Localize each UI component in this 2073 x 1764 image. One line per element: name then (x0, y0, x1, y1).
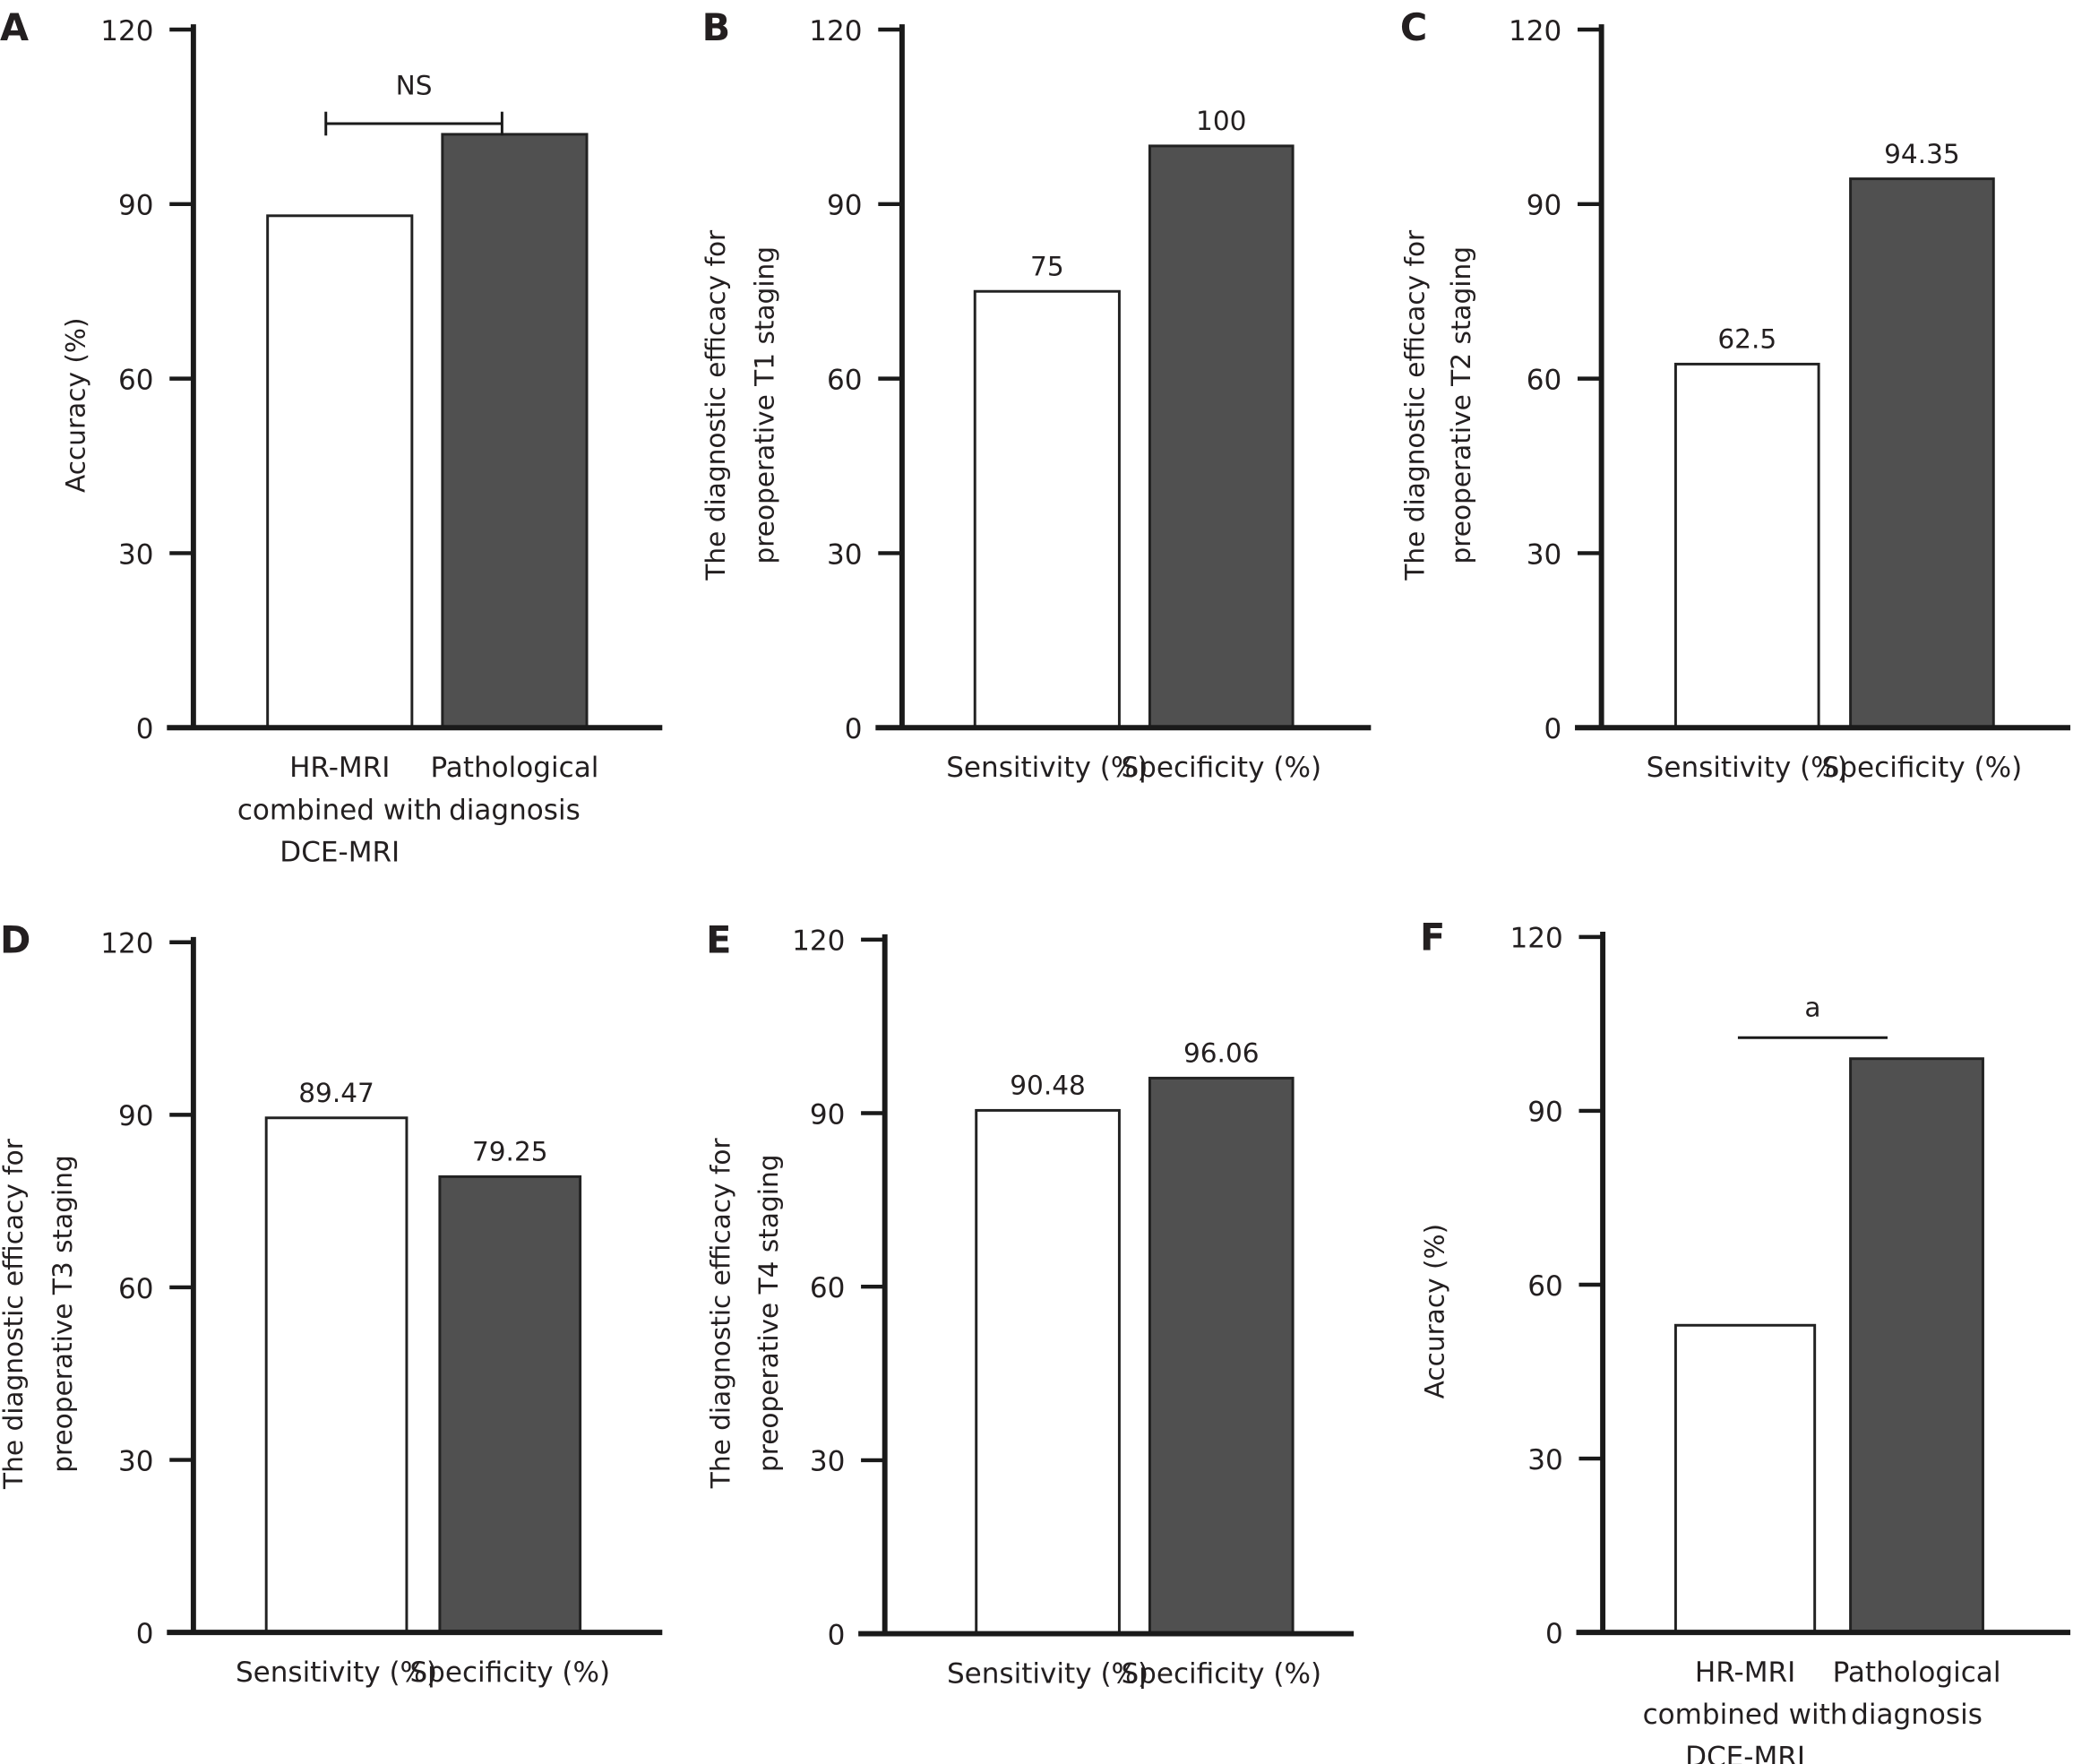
bar (1148, 144, 1295, 729)
y-tick-label: 0 (136, 1618, 154, 1650)
x-tick-label: Sensitivity (%) (947, 1657, 1148, 1690)
data-label: 100 (1196, 106, 1246, 136)
x-tick-label: combined with (1643, 1699, 1848, 1731)
x-tick-label: Specificity (%) (1121, 752, 1321, 784)
significance-label: a (1804, 993, 1820, 1023)
y-tick-label: 60 (1527, 364, 1562, 396)
x-tick-label: Pathological (1833, 1656, 2001, 1689)
y-axis-label: Accuracy (%) (1420, 1224, 1450, 1399)
panel-e: E 90.48 Sensitivity (%) 96.06 Specificity (%… (706, 919, 1355, 1690)
panel-label: A (0, 6, 29, 49)
bar (266, 214, 414, 729)
y-tick-label: 120 (809, 15, 862, 47)
y-axis-label: The diagnostic efficacy for (1399, 229, 1430, 581)
x-tick-label: Sensitivity (%) (236, 1656, 437, 1689)
y-axis-label: Accuracy (%) (61, 317, 91, 493)
bar (1849, 1057, 1984, 1634)
panel-d: D 89.47 Sensitivity (%) 79.25 Specificity (%… (0, 919, 663, 1689)
y-axis-label: The diagnostic efficacy for (701, 229, 731, 581)
y-tick-label: 60 (1527, 1270, 1563, 1303)
bar (1673, 362, 1820, 729)
panel-b: B 75 Sensitivity (%) 100 Specificity (%) 0 30 6… (701, 6, 1372, 784)
y-axis-label: preoperative T3 staging (47, 1155, 78, 1473)
data-label: 79.25 (472, 1137, 548, 1167)
panel-label: F (1420, 916, 1445, 959)
panel-a: A HR-MRI combined with DCE-MRI Pathological d… (0, 6, 663, 869)
x-tick-label: Sensitivity (%) (1647, 752, 1848, 784)
y-axis-label: preoperative T2 staging (1446, 246, 1476, 564)
y-tick-label: 120 (100, 928, 153, 960)
bar (973, 289, 1121, 729)
y-tick-label: 30 (118, 538, 154, 571)
bar (264, 1116, 409, 1634)
data-label: 96.06 (1183, 1038, 1260, 1069)
x-tick-label: combined with (237, 794, 443, 826)
y-tick-label: 0 (1544, 713, 1561, 745)
panel-c: C 62.5 Sensitivity (%) 94.35 Specificity (%)… (1399, 6, 2071, 784)
bar (441, 133, 589, 729)
y-tick-label: 90 (827, 190, 863, 222)
y-tick-label: 60 (827, 364, 863, 396)
x-tick-label: Sensitivity (%) (946, 752, 1148, 784)
y-tick-label: 30 (827, 538, 863, 571)
y-tick-label: 120 (1510, 923, 1562, 955)
y-tick-label: 0 (828, 1619, 846, 1651)
y-axis-label: The diagnostic efficacy for (706, 1138, 736, 1490)
y-tick-label: 120 (792, 925, 845, 958)
y-tick-label: 30 (1527, 538, 1562, 571)
bar (438, 1175, 582, 1634)
panel-label: E (706, 919, 731, 962)
y-tick-label: 30 (118, 1445, 154, 1477)
x-tick-label: DCE-MRI (280, 837, 400, 869)
y-tick-label: 120 (1509, 15, 1561, 47)
y-tick-label: 30 (1527, 1444, 1563, 1476)
x-tick-label: diagnosis (1851, 1699, 1983, 1731)
y-tick-label: 60 (118, 1273, 154, 1305)
x-tick-label: HR-MRI (289, 752, 390, 784)
bar (975, 1108, 1121, 1636)
bar (1148, 1076, 1295, 1636)
significance-label: NS (396, 70, 433, 100)
panel-label: C (1400, 6, 1427, 49)
y-tick-label: 90 (118, 1100, 154, 1132)
y-tick-label: 90 (118, 190, 154, 222)
data-label: 90.48 (1010, 1071, 1086, 1101)
panel-f: F HR-MRI combined with DCE-MRI Pathological d… (1420, 916, 2071, 1764)
data-label: 89.47 (298, 1078, 374, 1108)
y-axis-label: preoperative T1 staging (749, 246, 779, 564)
panel-label: B (702, 6, 731, 49)
y-tick-label: 60 (118, 364, 154, 396)
x-tick-label: diagnosis (449, 794, 581, 826)
y-tick-label: 90 (1527, 190, 1562, 222)
bar (1673, 1323, 1817, 1634)
panel-label: D (0, 919, 30, 962)
y-tick-label: 0 (136, 713, 154, 745)
y-tick-label: 90 (1527, 1097, 1563, 1129)
data-label: 62.5 (1717, 324, 1776, 355)
y-axis-label: preoperative T4 staging (753, 1155, 784, 1473)
data-label: 94.35 (1884, 139, 1960, 169)
y-tick-label: 90 (810, 1098, 846, 1131)
x-tick-label: Specificity (%) (409, 1656, 610, 1689)
x-tick-label: Specificity (%) (1121, 1657, 1321, 1690)
x-tick-label: Pathological (430, 752, 598, 784)
y-tick-label: 30 (810, 1446, 846, 1478)
data-label: 75 (1030, 251, 1064, 281)
y-axis-label: The diagnostic efficacy for (0, 1138, 29, 1490)
y-tick-label: 120 (100, 15, 153, 47)
y-tick-label: 0 (845, 713, 863, 745)
y-tick-label: 60 (810, 1272, 846, 1304)
bar (1849, 177, 1995, 729)
x-tick-label: Specificity (%) (1822, 752, 2023, 784)
y-tick-label: 0 (1545, 1618, 1563, 1650)
x-tick-label: HR-MRI (1695, 1656, 1795, 1689)
x-tick-label: DCE-MRI (1685, 1741, 1805, 1764)
